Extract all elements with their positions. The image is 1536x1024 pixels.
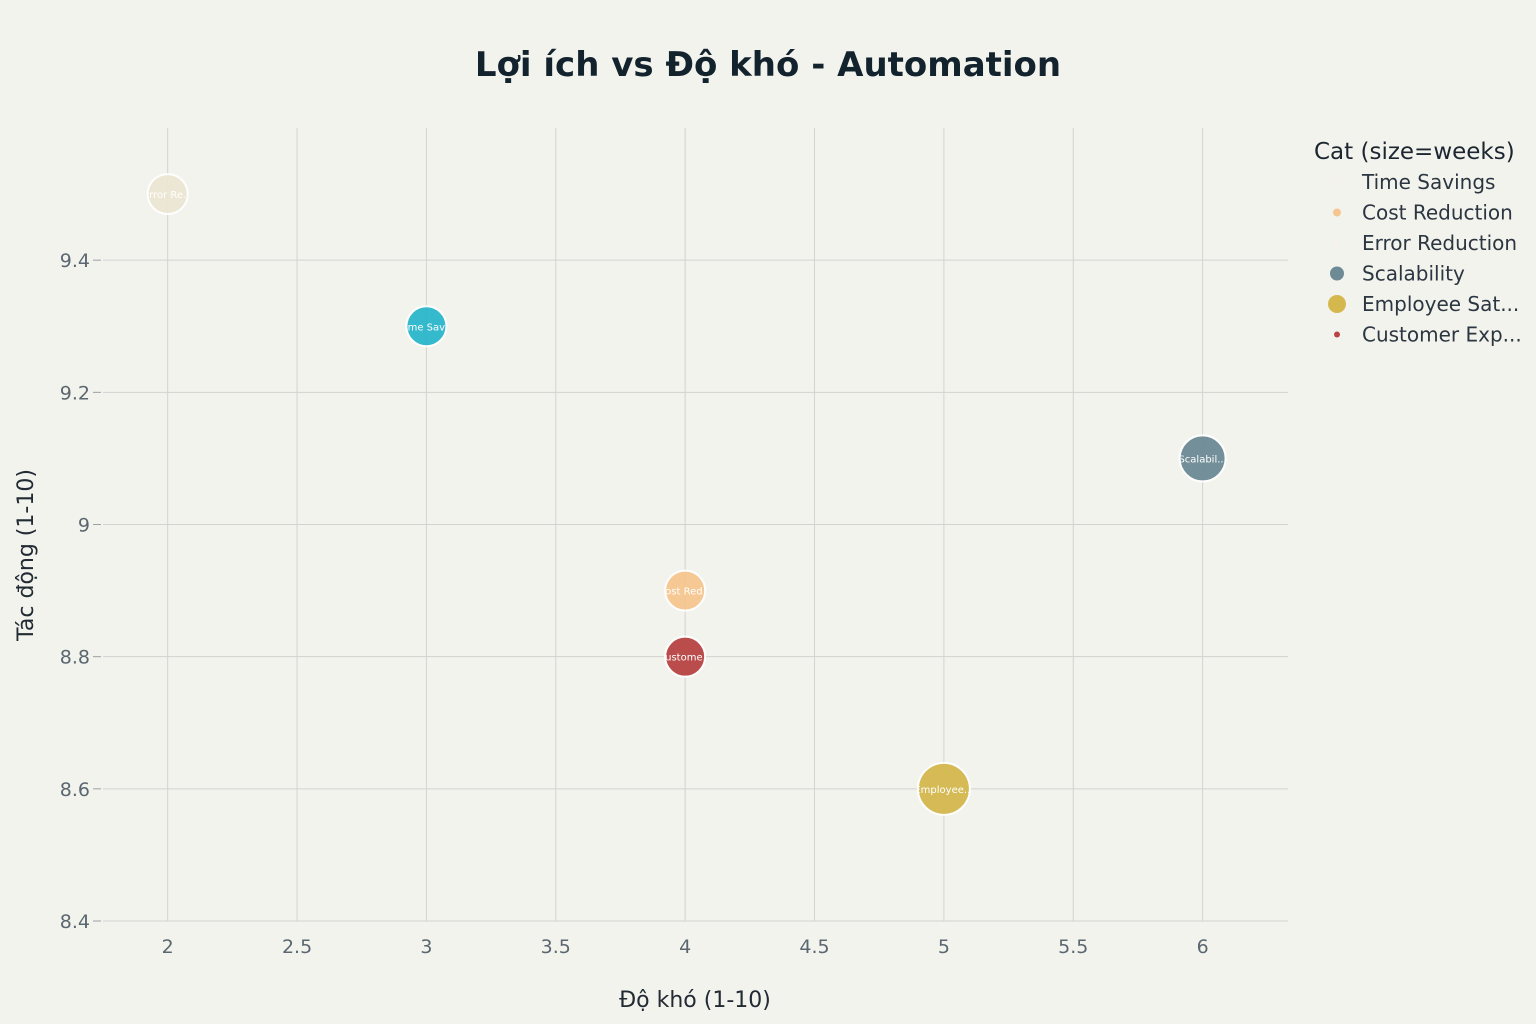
legend-marker bbox=[1334, 331, 1340, 338]
point-label: Cost Red... bbox=[658, 587, 712, 598]
legend-item[interactable]: Scalability bbox=[1330, 262, 1465, 286]
grid bbox=[103, 128, 1288, 922]
point-label: Scalabil... bbox=[1178, 454, 1226, 465]
legend-item[interactable]: Error Reduction bbox=[1334, 231, 1517, 255]
legend-label: Time Savings bbox=[1361, 170, 1495, 194]
legend-label: Cost Reduction bbox=[1362, 201, 1513, 225]
point-marker[interactable] bbox=[916, 761, 971, 816]
legend-title: Cat (size=weeks) bbox=[1314, 139, 1515, 165]
point-marker[interactable] bbox=[664, 635, 707, 678]
y-axis-label: Tác động (1-10) bbox=[14, 469, 39, 642]
x-tick-label: 2.5 bbox=[282, 936, 312, 958]
legend-marker bbox=[1330, 266, 1344, 281]
legend-item[interactable]: Customer Exp... bbox=[1334, 323, 1522, 347]
data-point-time-savings[interactable]: Time Sav... bbox=[398, 305, 454, 348]
x-tick-label: 4.5 bbox=[799, 936, 829, 958]
point-label: Error Re... bbox=[143, 190, 193, 201]
legend: Time Savings Cost Reduction Error Reductio… bbox=[1328, 170, 1522, 347]
data-point-customer-exp[interactable]: Custome... bbox=[658, 635, 712, 678]
legend-label: Error Reduction bbox=[1362, 231, 1517, 255]
data-point-employee-sat[interactable]: Employee... bbox=[914, 761, 973, 816]
point-label: Time Sav... bbox=[398, 322, 454, 333]
legend-marker bbox=[1333, 208, 1341, 217]
legend-label: Scalability bbox=[1362, 262, 1465, 286]
y-tick-label: 8.8 bbox=[60, 647, 90, 669]
legend-item[interactable]: Time Savings bbox=[1334, 170, 1495, 194]
legend-item[interactable]: Cost Reduction bbox=[1333, 201, 1513, 225]
data-point-error-reduction[interactable]: Error Re... bbox=[143, 173, 193, 216]
legend-label: Customer Exp... bbox=[1362, 323, 1522, 347]
legend-item[interactable]: Employee Sat... bbox=[1328, 292, 1519, 316]
point-marker[interactable] bbox=[664, 569, 707, 612]
x-tick-label: 5.5 bbox=[1058, 936, 1088, 958]
legend-marker bbox=[1334, 179, 1340, 185]
y-tick-label: 9 bbox=[78, 515, 90, 537]
data-points: Time Sav... Cost Red... Error Re... Scalabi… bbox=[143, 173, 1227, 816]
x-tick-label: 6 bbox=[1197, 936, 1209, 958]
legend-marker bbox=[1334, 240, 1340, 246]
y-tick-label: 8.6 bbox=[60, 779, 90, 801]
x-axis-label: Độ khó (1-10) bbox=[619, 988, 771, 1013]
y-tick-label: 9.2 bbox=[60, 382, 90, 404]
legend-label: Employee Sat... bbox=[1362, 292, 1519, 316]
y-axis-ticks: 8.4 8.6 8.8 9 9.2 9.4 bbox=[60, 250, 101, 933]
x-tick-label: 5 bbox=[938, 936, 950, 958]
point-label: Custome... bbox=[658, 653, 712, 664]
point-marker[interactable] bbox=[1178, 434, 1227, 483]
y-tick-label: 9.4 bbox=[60, 250, 90, 272]
point-marker[interactable] bbox=[405, 305, 448, 348]
data-point-cost-reduction[interactable]: Cost Red... bbox=[658, 569, 712, 612]
data-point-scalability[interactable]: Scalabil... bbox=[1178, 434, 1227, 483]
x-tick-label: 2 bbox=[162, 936, 174, 958]
x-tick-label: 4 bbox=[679, 936, 691, 958]
x-axis-ticks: 2 2.5 3 3.5 4 4.5 5 5.5 6 bbox=[162, 936, 1209, 958]
x-tick-label: 3.5 bbox=[541, 936, 571, 958]
point-marker[interactable] bbox=[146, 173, 189, 216]
y-tick-label: 8.4 bbox=[60, 911, 90, 933]
legend-marker bbox=[1328, 295, 1346, 313]
chart-title: Lợi ích vs Độ khó - Automation bbox=[475, 45, 1061, 85]
x-tick-label: 3 bbox=[420, 936, 432, 958]
point-label: Employee... bbox=[914, 785, 973, 796]
